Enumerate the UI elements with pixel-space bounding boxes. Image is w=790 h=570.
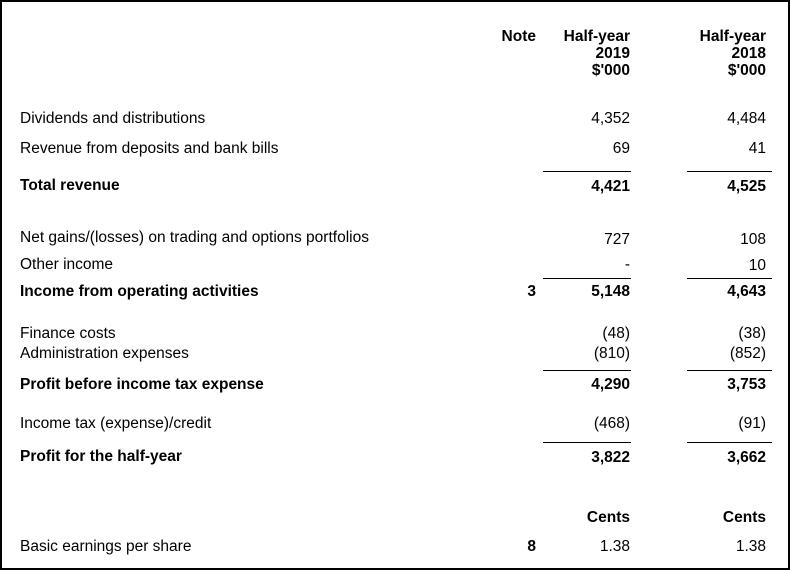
- subtotal-rule: [687, 278, 772, 279]
- eps-units-2018: Cents: [722, 509, 766, 526]
- column-header-2018-line2: 2018: [731, 45, 766, 62]
- subtotal-rule: [543, 442, 631, 443]
- column-header-2019-line3: $'000: [591, 62, 630, 79]
- row-label: Finance costs: [20, 325, 116, 342]
- row-value-2018: 108: [740, 231, 766, 248]
- row-label: Income tax (expense)/credit: [20, 415, 212, 432]
- eps-value-2018: 1.38: [735, 538, 766, 555]
- row-value-2018: (852): [729, 345, 766, 362]
- row-value-2018: 10: [748, 257, 766, 274]
- column-header-2019-line1: Half-year: [563, 28, 630, 45]
- row-value-2019: -: [624, 256, 630, 273]
- subtotal-rule: [687, 442, 772, 443]
- row-value-2019: 5,148: [591, 283, 630, 300]
- row-value-2018: 41: [748, 140, 766, 157]
- subtotal-rule: [687, 370, 772, 371]
- row-value-2019: 4,352: [591, 110, 630, 127]
- row-label-total: Profit before income tax expense: [20, 376, 264, 393]
- row-label: Other income: [20, 256, 114, 273]
- column-header-2018: Half-year 2018 $'000: [676, 28, 766, 79]
- column-header-2019: Half-year 2019 $'000: [540, 28, 630, 79]
- row-value-2019: 4,290: [591, 376, 630, 393]
- row-value-2019: (468): [593, 415, 630, 432]
- row-value-2018: (38): [738, 325, 766, 342]
- row-value-2018: 4,643: [727, 283, 766, 300]
- row-label: Administration expenses: [20, 345, 189, 362]
- subtotal-rule: [543, 171, 631, 172]
- row-label-total: Total revenue: [20, 177, 120, 194]
- row-value-2018: 4,525: [727, 178, 766, 195]
- eps-label: Basic earnings per share: [20, 538, 192, 555]
- eps-value-2019: 1.38: [599, 538, 630, 555]
- row-value-2018: 4,484: [727, 110, 766, 127]
- row-label-total: Income from operating activities: [20, 283, 259, 300]
- row-value-2018: 3,662: [727, 449, 766, 466]
- column-header-2018-line1: Half-year: [699, 28, 766, 45]
- eps-note: 8: [527, 538, 536, 555]
- row-value-2019: 727: [604, 231, 630, 248]
- row-value-2019: (48): [602, 325, 630, 342]
- column-header-2018-line3: $'000: [727, 62, 766, 79]
- row-label: Revenue from deposits and bank bills: [20, 140, 279, 157]
- row-value-2019: 4,421: [591, 178, 630, 195]
- row-label: Net gains/(losses) on trading and option…: [20, 229, 369, 246]
- row-label: Dividends and distributions: [20, 110, 206, 127]
- note-header: Note: [501, 28, 536, 45]
- row-value-2018: (91): [738, 415, 766, 432]
- eps-units-2019: Cents: [586, 509, 630, 526]
- row-note: 3: [527, 283, 536, 300]
- row-value-2018: 3,753: [727, 376, 766, 393]
- row-label-total: Profit for the half-year: [20, 448, 182, 465]
- subtotal-rule: [543, 278, 631, 279]
- row-value-2019: (810): [593, 345, 630, 362]
- row-value-2019: 3,822: [591, 449, 630, 466]
- subtotal-rule: [543, 370, 631, 371]
- subtotal-rule: [687, 171, 772, 172]
- column-header-2019-line2: 2019: [595, 45, 630, 62]
- row-value-2019: 69: [612, 140, 630, 157]
